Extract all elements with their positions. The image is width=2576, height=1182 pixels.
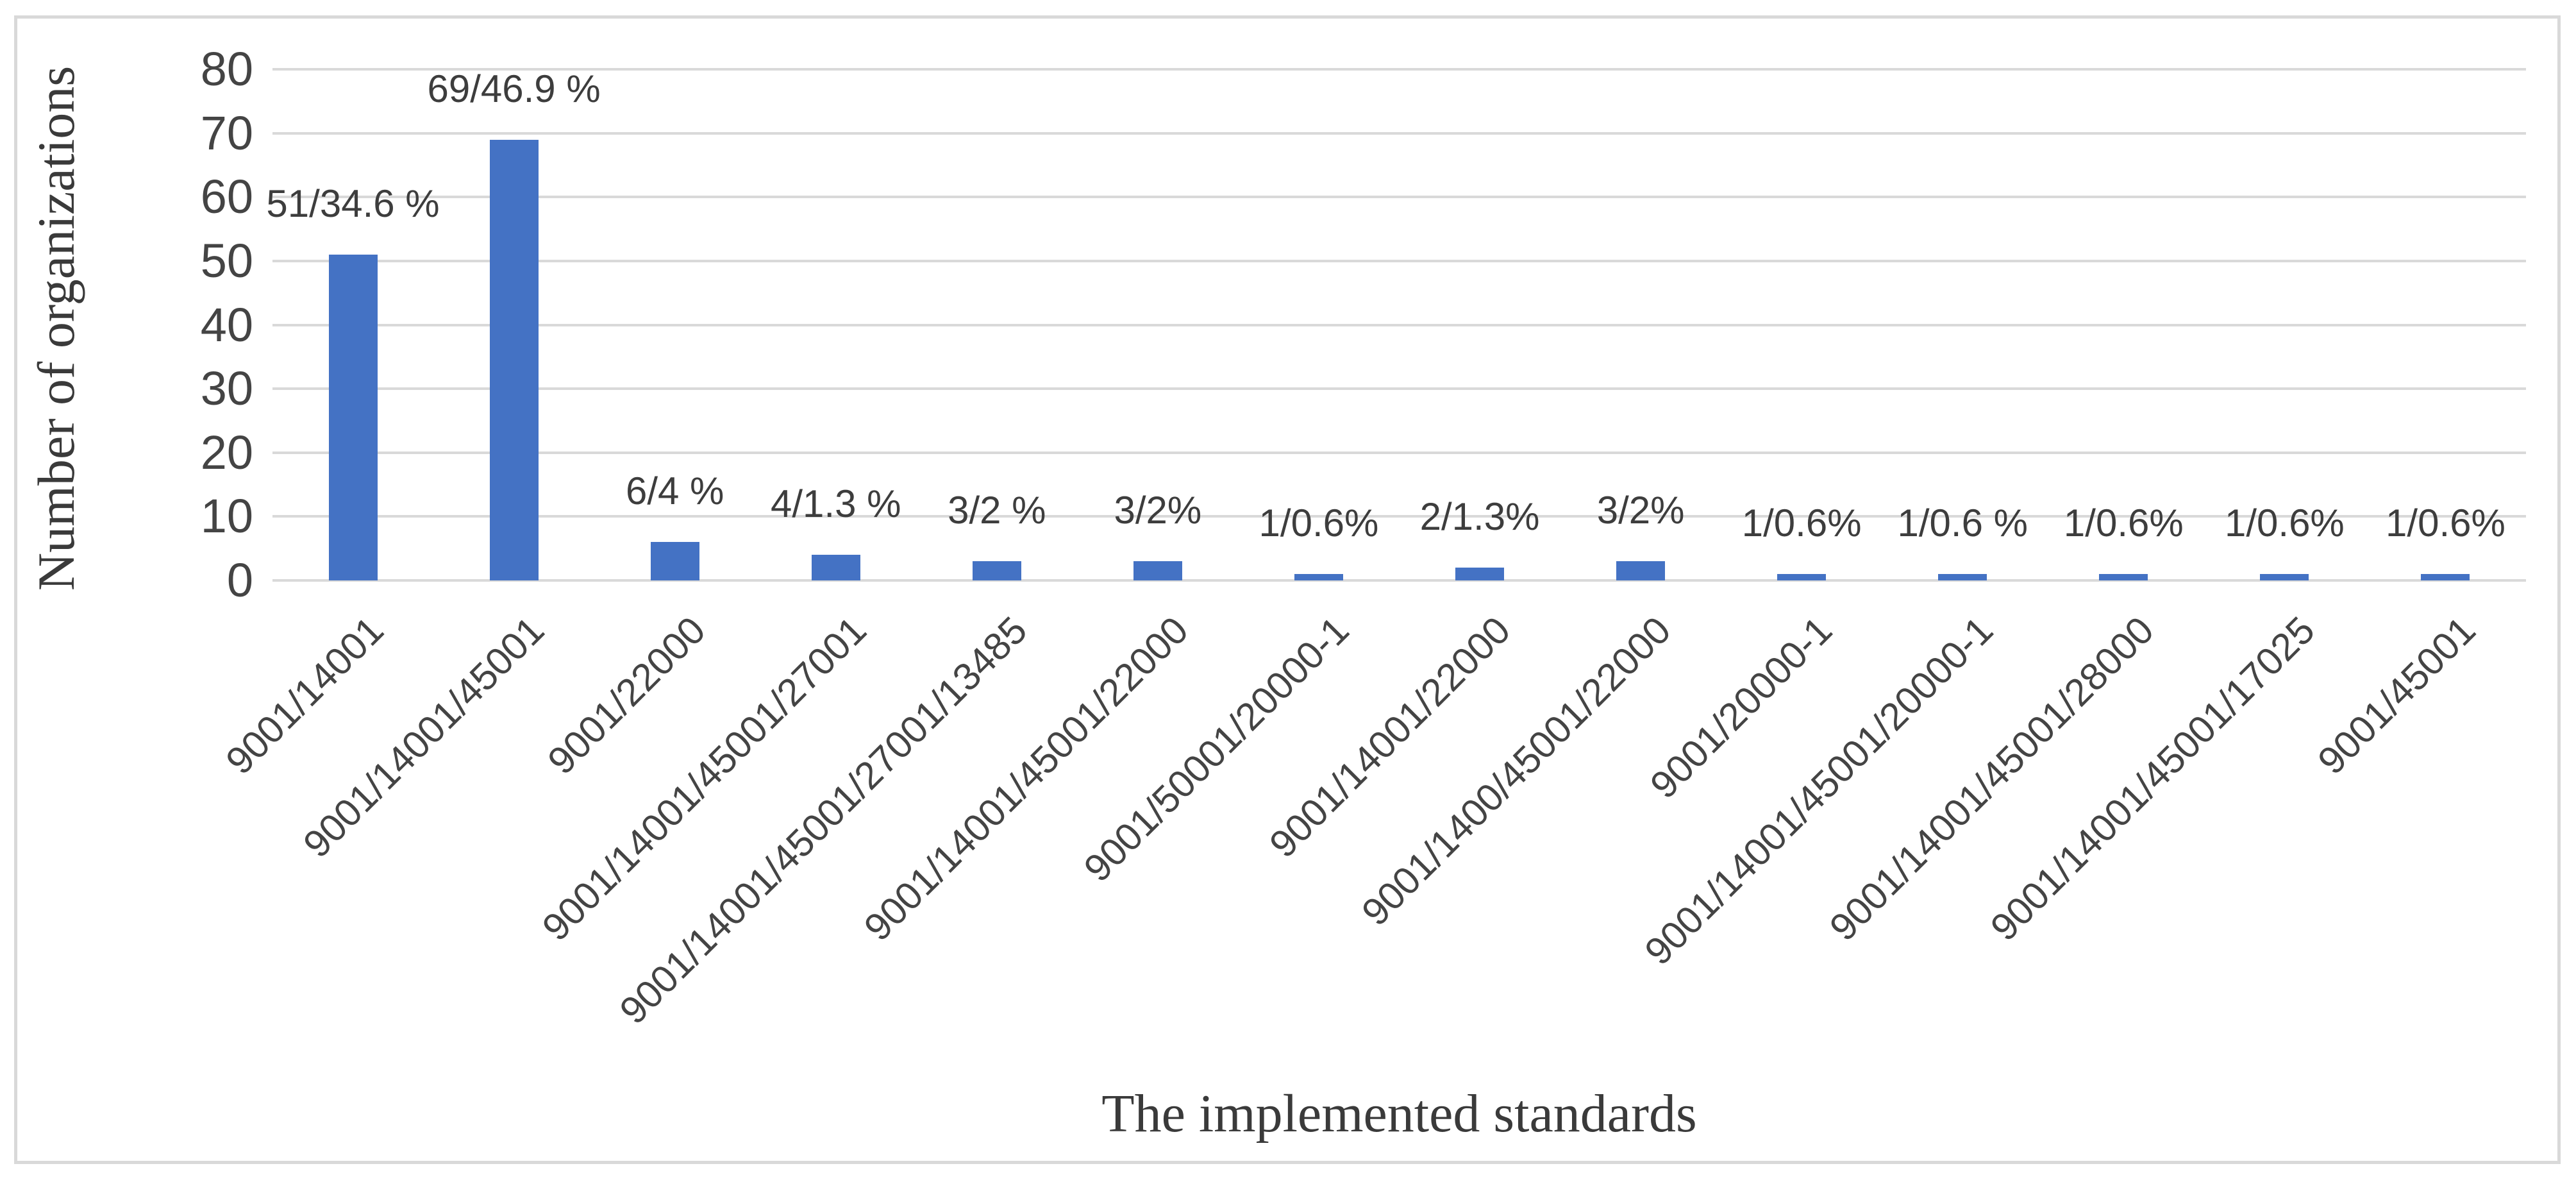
y-tick-label: 40 bbox=[200, 298, 253, 351]
plot-area bbox=[272, 68, 2526, 582]
category-label: 9001/45001 bbox=[2309, 608, 2484, 783]
data-label: 1/0.6% bbox=[1259, 502, 1379, 545]
category-label: 9001/14001/45001/22000 bbox=[855, 608, 1196, 949]
bar bbox=[489, 139, 539, 580]
gridline bbox=[272, 196, 2526, 199]
data-label: 3/2 % bbox=[948, 489, 1046, 532]
y-tick-label: 70 bbox=[200, 106, 253, 160]
gridline bbox=[272, 131, 2526, 135]
bar bbox=[1616, 561, 1666, 580]
data-label: 51/34.6 % bbox=[266, 182, 440, 225]
bar bbox=[1938, 574, 1987, 580]
data-label: 1/0.6% bbox=[1741, 502, 1862, 545]
data-label: 3/2% bbox=[1114, 489, 1202, 532]
gridline bbox=[272, 323, 2526, 326]
bar bbox=[1777, 574, 1827, 580]
data-label: 1/0.6% bbox=[2386, 502, 2505, 545]
category-label: 9001/22000 bbox=[539, 608, 714, 783]
data-label: 1/0.6% bbox=[2224, 502, 2345, 545]
gridline bbox=[272, 259, 2526, 262]
y-tick-label: 50 bbox=[200, 233, 253, 287]
category-label: 9001/14001/45001/20000-1 bbox=[1636, 608, 2002, 974]
y-tick-label: 30 bbox=[200, 362, 253, 416]
gridline bbox=[272, 515, 2526, 518]
bar bbox=[2099, 574, 2148, 580]
gridline bbox=[272, 579, 2526, 582]
bar bbox=[972, 561, 1021, 580]
gridline bbox=[272, 68, 2526, 71]
bar bbox=[2421, 574, 2470, 580]
gridline bbox=[272, 387, 2526, 391]
category-label: 9001/1400/45001/22000 bbox=[1353, 608, 1680, 934]
category-label: 9001/14001/45001/17025 bbox=[1982, 608, 2323, 949]
category-label: 9001/14001/45001/27001 bbox=[533, 608, 874, 949]
category-label: 9001/50001/20000-1 bbox=[1075, 608, 1357, 890]
y-tick-label: 20 bbox=[200, 425, 253, 479]
bar bbox=[1455, 568, 1505, 580]
x-axis-title: The implemented standards bbox=[1101, 1084, 1697, 1144]
data-label: 6/4 % bbox=[625, 469, 724, 513]
data-label: 4/1.3 % bbox=[771, 482, 901, 526]
bar bbox=[1294, 574, 1343, 580]
data-label: 2/1.3% bbox=[1419, 495, 1540, 539]
y-tick-label: 0 bbox=[226, 553, 253, 607]
bar bbox=[811, 555, 860, 580]
gridline bbox=[272, 451, 2526, 454]
bar bbox=[328, 254, 378, 580]
bar bbox=[2260, 574, 2309, 580]
y-tick-label: 80 bbox=[200, 42, 253, 96]
data-label: 69/46.9 % bbox=[427, 67, 601, 110]
y-tick-label: 60 bbox=[200, 170, 253, 224]
data-label: 1/0.6% bbox=[2063, 502, 2184, 545]
category-label: 9001/14001/45001/28000 bbox=[1821, 608, 2162, 949]
data-label: 1/0.6 % bbox=[1897, 502, 2028, 545]
data-label: 3/2% bbox=[1596, 489, 1685, 532]
category-label: 9001/14001 bbox=[217, 608, 392, 783]
bar bbox=[1133, 561, 1182, 580]
y-tick-label: 10 bbox=[200, 489, 253, 543]
bar bbox=[650, 542, 699, 580]
